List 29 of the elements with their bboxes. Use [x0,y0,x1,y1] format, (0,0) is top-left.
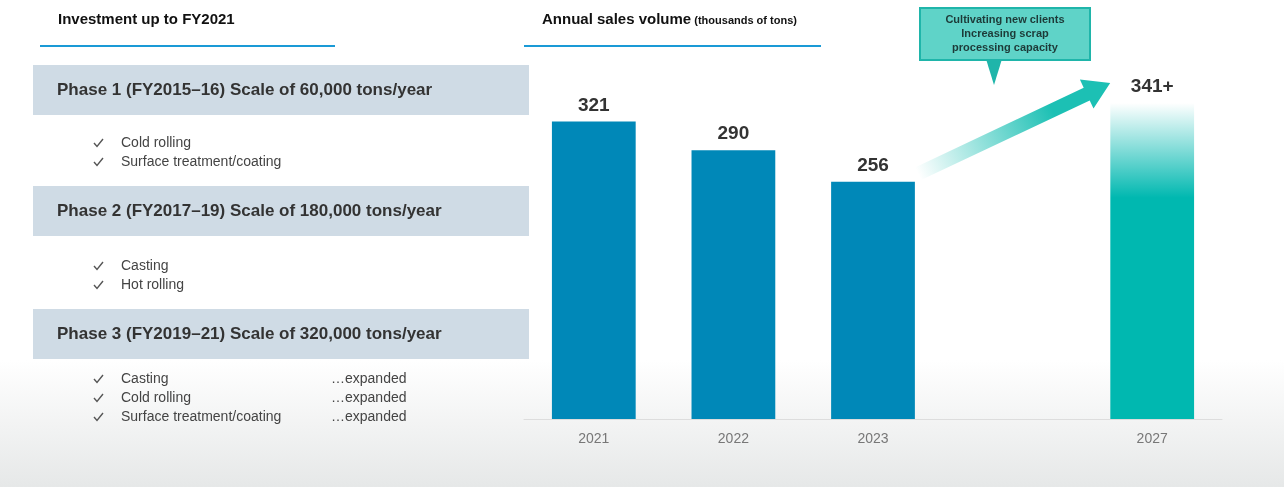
bar [1110,103,1195,419]
data-label: 341+ [1130,75,1174,96]
text: Surface treatment/coating [121,408,282,424]
x-tick-label: 2027 [1136,430,1168,446]
text: Hot rolling [121,276,185,292]
data-label: 256 [857,153,889,175]
x-tick-label: 2023 [857,430,889,446]
x-tick-label: 2021 [578,430,610,446]
text: …expanded [331,408,407,424]
text: Surface treatment/coating [121,153,282,169]
text: …expanded [331,370,407,386]
chart-title: Annual sales volume [542,10,692,27]
text: Casting [121,370,169,386]
text: Phase 3 (FY2019–21) Scale of 320,000 tons/year [33,309,529,359]
text: …expanded [331,389,407,405]
x-tick-label: 2022 [717,430,750,446]
text: Investment up to FY2021 [58,10,235,27]
y-axis-title: (thousands of tons) [693,14,797,26]
text: Cold rolling [121,389,192,405]
bar [551,121,636,419]
text: Cold rolling [121,134,192,150]
data-label: 290 [717,122,750,144]
bar [691,150,776,419]
bar [831,181,915,419]
text: Cultivating new clients Increasing scrap processing capacity [919,7,1091,61]
data-label: 321 [577,93,611,115]
text: Casting [121,257,169,273]
text: Phase 2 (FY2017–19) Scale of 180,000 tons/year [33,186,529,236]
text: Phase 1 (FY2015–16) Scale of 60,000 tons/year [33,65,529,115]
